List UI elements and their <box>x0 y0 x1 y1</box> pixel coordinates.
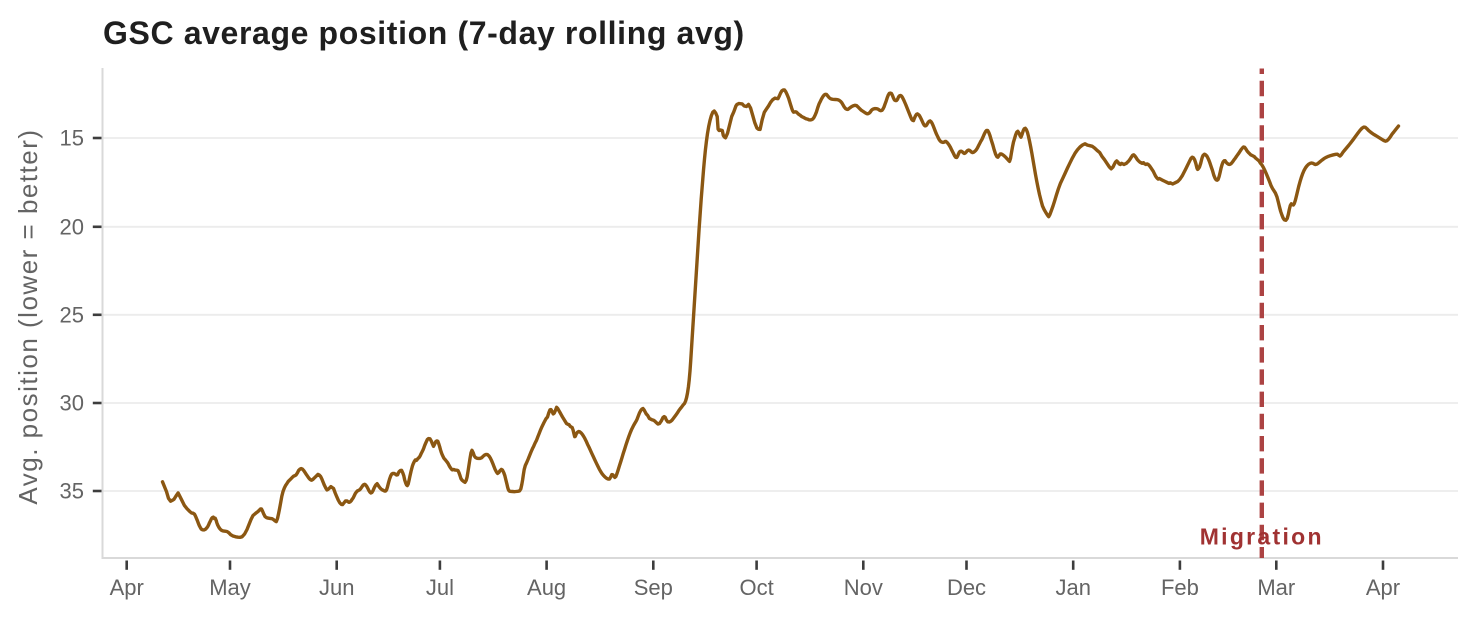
svg-text:25: 25 <box>60 302 84 327</box>
svg-text:30: 30 <box>60 391 84 416</box>
svg-text:35: 35 <box>60 479 84 504</box>
svg-text:Jan: Jan <box>1055 575 1090 600</box>
svg-text:Mar: Mar <box>1257 575 1295 600</box>
svg-text:Avg. position (lower = better): Avg. position (lower = better) <box>13 128 43 504</box>
svg-text:Dec: Dec <box>947 575 986 600</box>
svg-text:May: May <box>209 575 251 600</box>
svg-text:Apr: Apr <box>1366 575 1400 600</box>
svg-text:Apr: Apr <box>110 575 144 600</box>
svg-text:Jun: Jun <box>319 575 354 600</box>
svg-text:Oct: Oct <box>739 575 773 600</box>
svg-text:15: 15 <box>60 126 84 151</box>
svg-text:Nov: Nov <box>844 575 883 600</box>
svg-text:Sep: Sep <box>634 575 673 600</box>
svg-text:GSC average position (7-day ro: GSC average position (7-day rolling avg) <box>103 15 745 51</box>
svg-text:Jul: Jul <box>426 575 454 600</box>
svg-text:20: 20 <box>60 214 84 239</box>
svg-text:Feb: Feb <box>1161 575 1199 600</box>
svg-text:Migration: Migration <box>1200 524 1324 550</box>
svg-text:Aug: Aug <box>527 575 566 600</box>
